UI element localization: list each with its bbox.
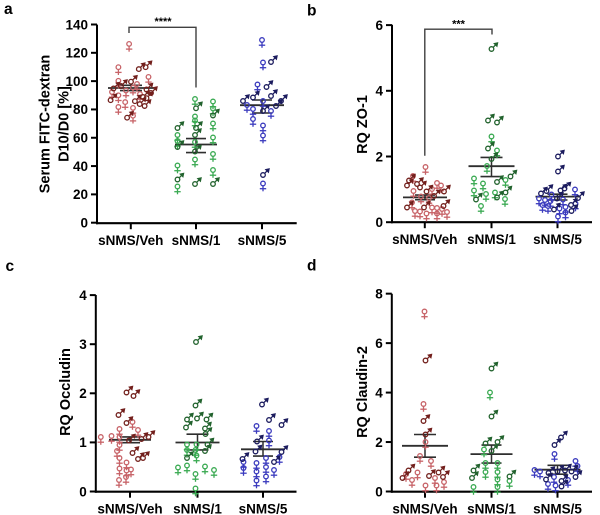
- svg-text:2: 2: [375, 435, 383, 450]
- svg-text:40: 40: [73, 159, 88, 174]
- svg-text:sNMS/5: sNMS/5: [239, 502, 288, 515]
- svg-text:4: 4: [375, 84, 383, 99]
- svg-text:0: 0: [375, 484, 383, 499]
- svg-text:3: 3: [79, 337, 87, 352]
- svg-text:80: 80: [73, 102, 88, 117]
- svg-text:6: 6: [375, 18, 383, 33]
- svg-text:sNMS/Veh: sNMS/Veh: [98, 233, 163, 248]
- svg-text:0: 0: [80, 216, 88, 231]
- svg-text:sNMS/1: sNMS/1: [173, 502, 222, 515]
- svg-text:RQ Claudin-2: RQ Claudin-2: [355, 346, 371, 438]
- svg-text:4: 4: [79, 288, 87, 303]
- svg-text:RQ ZO-1: RQ ZO-1: [355, 95, 371, 154]
- svg-text:140: 140: [65, 17, 88, 32]
- svg-text:sNMS/5: sNMS/5: [533, 502, 582, 515]
- svg-text:c: c: [6, 258, 15, 275]
- svg-text:sNMS/1: sNMS/1: [467, 502, 516, 515]
- svg-text:6: 6: [375, 336, 383, 351]
- svg-text:sNMS/1: sNMS/1: [172, 233, 221, 248]
- svg-text:100: 100: [65, 74, 88, 89]
- svg-text:8: 8: [375, 286, 383, 301]
- svg-text:sNMS/Veh: sNMS/Veh: [97, 502, 162, 515]
- svg-text:****: ****: [154, 16, 172, 28]
- svg-text:b: b: [307, 2, 316, 19]
- svg-text:sNMS/5: sNMS/5: [238, 233, 287, 248]
- svg-text:20: 20: [73, 187, 88, 202]
- svg-text:sNMS/5: sNMS/5: [533, 232, 582, 247]
- svg-text:120: 120: [65, 46, 88, 61]
- svg-text:RQ Occludin: RQ Occludin: [58, 348, 74, 436]
- svg-text:2: 2: [375, 149, 383, 164]
- svg-text:4: 4: [375, 385, 383, 400]
- svg-text:60: 60: [73, 131, 88, 146]
- svg-text:0: 0: [79, 484, 87, 499]
- svg-text:sNMS/Veh: sNMS/Veh: [392, 232, 457, 247]
- svg-text:sNMS/Veh: sNMS/Veh: [392, 502, 457, 515]
- svg-text:***: ***: [452, 19, 466, 31]
- svg-text:D10/D0 [%]: D10/D0 [%]: [57, 86, 73, 162]
- svg-text:2: 2: [79, 386, 87, 401]
- svg-text:d: d: [307, 257, 316, 274]
- svg-text:1: 1: [79, 435, 87, 450]
- svg-text:sNMS/1: sNMS/1: [467, 232, 516, 247]
- svg-text:0: 0: [375, 215, 383, 230]
- svg-text:a: a: [4, 1, 13, 18]
- svg-text:Serum FITC-dextran: Serum FITC-dextran: [37, 55, 53, 194]
